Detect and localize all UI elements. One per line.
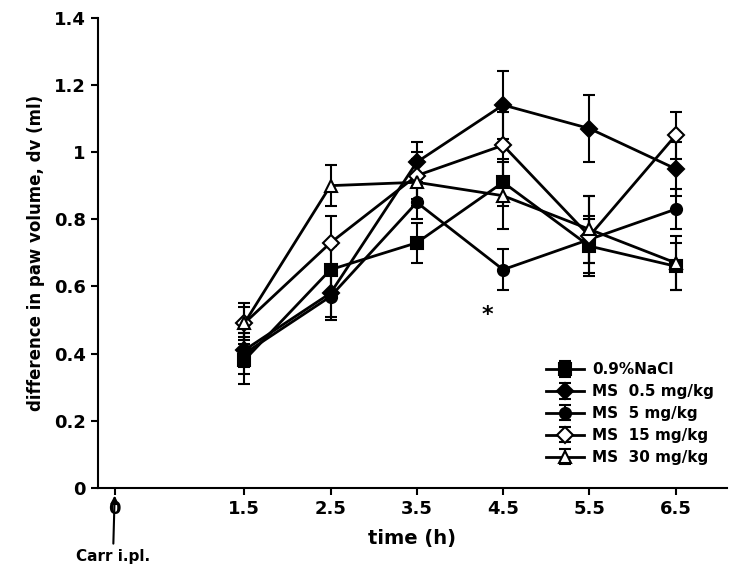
Legend: 0.9%NaCl, MS  0.5 mg/kg, MS  5 mg/kg, MS  15 mg/kg, MS  30 mg/kg: 0.9%NaCl, MS 0.5 mg/kg, MS 5 mg/kg, MS 1… [540, 356, 720, 471]
Y-axis label: difference in paw volume, dv (ml): difference in paw volume, dv (ml) [27, 95, 45, 411]
X-axis label: time (h): time (h) [368, 529, 457, 548]
Text: *: * [482, 305, 494, 325]
Text: Carr i.pl.: Carr i.pl. [76, 498, 150, 564]
